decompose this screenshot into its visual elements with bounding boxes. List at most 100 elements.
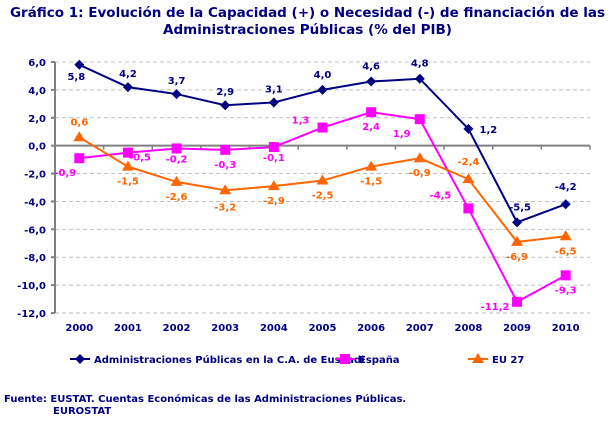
y-tick-label: -12,0 xyxy=(17,309,46,320)
data-point xyxy=(268,97,279,108)
data-label: -3,2 xyxy=(214,202,236,213)
data-point xyxy=(365,160,378,171)
chart-title: Gráfico 1: Evolución de la Capacidad (+)… xyxy=(0,5,615,39)
data-point xyxy=(317,122,328,133)
legend-label: Administraciones Públicas en la C.A. de … xyxy=(94,354,365,366)
data-point xyxy=(73,131,86,142)
data-point xyxy=(170,175,183,186)
data-label: -6,5 xyxy=(555,246,577,257)
data-label: -0,3 xyxy=(214,160,236,171)
data-label: -1,5 xyxy=(117,177,139,188)
source-line-2: EUROSTAT xyxy=(53,406,112,417)
data-point xyxy=(559,230,572,241)
data-label: 1,9 xyxy=(393,129,411,140)
data-point xyxy=(463,203,474,214)
data-label: -0,9 xyxy=(409,168,431,179)
data-label: -0,5 xyxy=(129,153,151,164)
legend-marker-diamond-icon xyxy=(75,354,85,364)
data-point xyxy=(560,270,571,281)
y-tick-label: -8,0 xyxy=(24,253,46,264)
y-tick-label: 2,0 xyxy=(28,114,46,125)
data-point xyxy=(414,114,425,125)
y-tick-label: -4,0 xyxy=(24,197,46,208)
series-diamond: 5,8 4,2 3,7 2,9 3,1 4,0 4,6 4,8 1,2 -5,5 -4,2 xyxy=(67,59,577,228)
data-point xyxy=(366,107,377,118)
x-tick-label: 2009 xyxy=(503,323,531,334)
data-point xyxy=(74,59,85,70)
x-tick-label: 2005 xyxy=(309,323,337,334)
data-label: -9,3 xyxy=(555,285,577,296)
legend-label: EU 27 xyxy=(492,355,524,366)
x-tick-label: 2002 xyxy=(163,323,191,334)
data-point xyxy=(366,76,377,87)
data-point xyxy=(171,89,182,100)
data-point xyxy=(171,143,182,154)
data-label: 4,0 xyxy=(314,70,332,81)
data-point xyxy=(512,296,523,307)
data-label: 5,8 xyxy=(67,72,85,83)
data-label: 2,9 xyxy=(216,87,234,98)
data-label: -2,4 xyxy=(457,157,479,168)
legend-marker-triangle-icon xyxy=(472,353,484,363)
data-point xyxy=(413,152,426,163)
source-line-1: Fuente: EUSTAT. Cuentas Económicas de la… xyxy=(4,394,407,405)
x-tick-label: 2000 xyxy=(65,323,93,334)
y-tick-label: -6,0 xyxy=(24,225,46,236)
data-point xyxy=(121,160,134,171)
x-tick-label: 2008 xyxy=(454,323,482,334)
x-tick-label: 2003 xyxy=(211,323,239,334)
data-point xyxy=(220,144,231,155)
y-tick-label: -10,0 xyxy=(17,281,46,292)
data-point xyxy=(511,235,524,246)
x-tick-label: 2004 xyxy=(260,323,288,334)
data-label: -4,5 xyxy=(429,190,451,201)
data-point xyxy=(317,84,328,95)
data-label: 4,6 xyxy=(362,62,380,73)
legend-item: Administraciones Públicas en la C.A. de … xyxy=(70,354,365,366)
data-label: -1,5 xyxy=(360,177,382,188)
data-label: 1,3 xyxy=(292,116,310,127)
data-point xyxy=(74,153,85,164)
data-point xyxy=(316,174,329,185)
data-label: 0,6 xyxy=(70,117,88,128)
data-point xyxy=(122,147,133,158)
y-tick-label: -2,0 xyxy=(24,170,46,181)
legend-marker-square-icon xyxy=(340,354,350,364)
data-label: -5,5 xyxy=(509,202,531,213)
x-tick-label: 2007 xyxy=(406,323,434,334)
y-tick-label: 0,0 xyxy=(28,142,46,153)
data-label: 3,1 xyxy=(265,84,283,95)
data-label: 4,2 xyxy=(119,69,137,80)
legend-item: España xyxy=(335,354,400,366)
series-triangle: 0,6 -1,5 -2,6 -3,2 -2,9 -2,5 -1,5 -0,9 -2,4 -6,9 -… xyxy=(70,117,576,263)
data-point xyxy=(414,73,425,84)
y-tick-label: 4,0 xyxy=(28,86,46,97)
data-label: 2,4 xyxy=(362,122,380,133)
data-label: -2,9 xyxy=(263,196,285,207)
data-point xyxy=(268,142,279,153)
legend-item: EU 27 xyxy=(468,353,524,366)
y-tick-label: 6,0 xyxy=(28,58,46,69)
data-label: -11,2 xyxy=(481,302,510,313)
title-line-1: Gráfico 1: Evolución de la Capacidad (+)… xyxy=(9,5,606,21)
data-label: -4,2 xyxy=(555,182,577,193)
series-square: -0,9 -0,5 -0,2 -0,3 -0,1 1,3 2,4 1,9 -4,5 -11,2 -9… xyxy=(54,107,577,313)
data-point xyxy=(560,199,571,210)
data-label: 1,2 xyxy=(480,125,498,136)
x-tick-label: 2006 xyxy=(357,323,385,334)
legend-label: España xyxy=(359,355,400,366)
x-tick-label: 2001 xyxy=(114,323,142,334)
data-point xyxy=(463,123,474,134)
data-label: -0,1 xyxy=(263,153,285,164)
data-point xyxy=(220,100,231,111)
data-label: 4,8 xyxy=(411,59,429,70)
data-label: -0,2 xyxy=(166,154,188,165)
data-point xyxy=(512,217,523,228)
title-line-2: Administraciones Públicas (% del PIB) xyxy=(163,22,452,38)
data-label: -0,9 xyxy=(54,168,76,179)
data-point xyxy=(219,184,232,195)
data-point xyxy=(267,180,280,191)
data-label: -2,6 xyxy=(166,192,188,203)
data-point xyxy=(462,173,475,184)
